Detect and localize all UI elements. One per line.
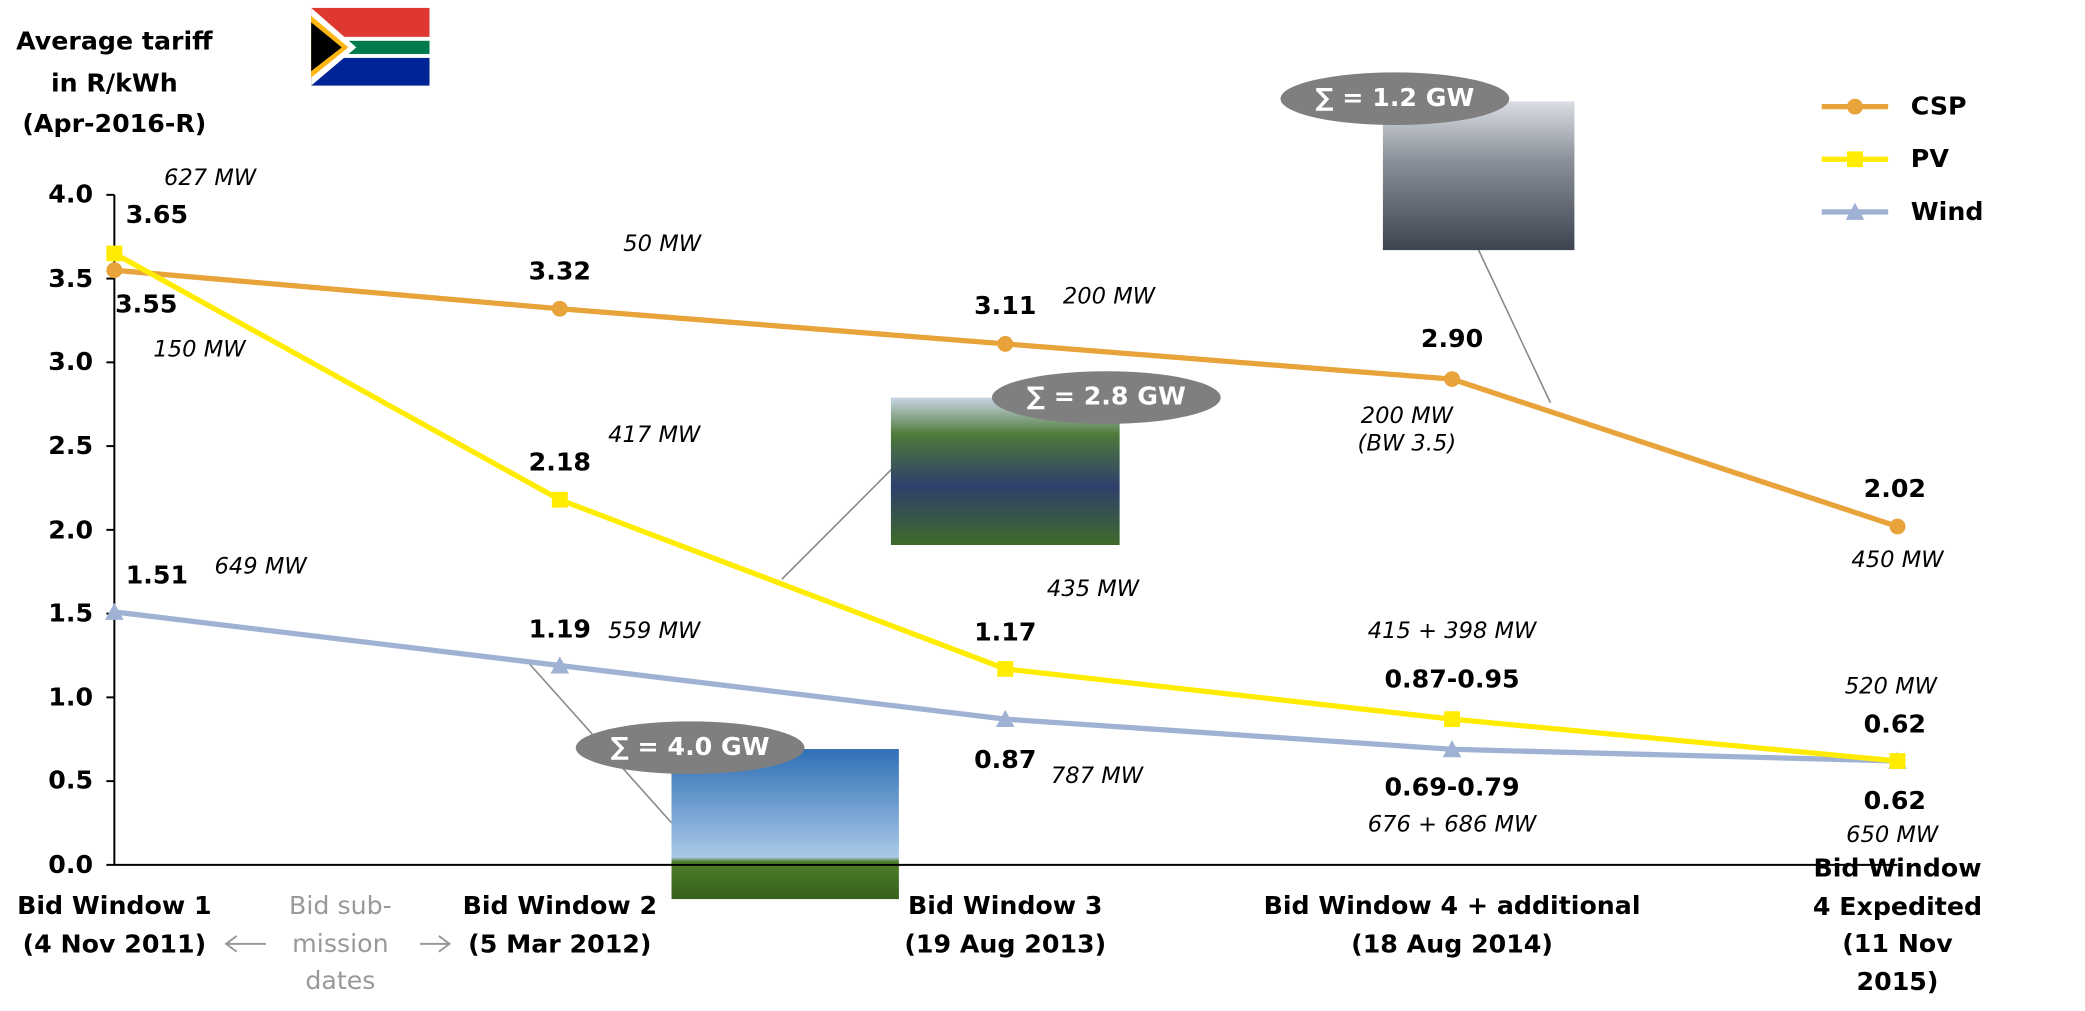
capacity-label: 650 MW <box>1846 822 1939 849</box>
capacity-label: 415 + 398 MW <box>1367 618 1537 645</box>
marker <box>1444 371 1461 387</box>
total-label: ∑ = 1.2 GW <box>1315 83 1475 113</box>
y-axis-label: Average tariff <box>16 26 213 56</box>
connector <box>781 466 895 580</box>
value-label: 0.62 <box>1863 786 1927 816</box>
marker <box>997 336 1014 352</box>
y-tick-label: 1.5 <box>48 599 94 629</box>
y-tick-label: 0.5 <box>48 766 94 796</box>
x-tick-label: Bid Window 2 (5 Mar 2012) <box>462 891 658 959</box>
value-label: 3.32 <box>528 257 591 287</box>
value-label: 0.87 <box>974 745 1037 775</box>
y-tick-label: 0.0 <box>48 850 94 880</box>
y-tick-label: 3.5 <box>48 264 94 294</box>
y-axis-label: (Apr-2016-R) <box>22 109 207 139</box>
legend-label: PV <box>1910 144 1949 174</box>
arrow <box>224 935 266 953</box>
value-label: 3.11 <box>974 291 1037 321</box>
arrow <box>420 935 452 953</box>
photo <box>1382 101 1575 251</box>
marker <box>550 656 570 674</box>
capacity-label: 435 MW <box>1046 576 1140 603</box>
x-tick-label: Bid Window 3 (19 Aug 2013) <box>904 891 1107 959</box>
x-tick-label: Bid Window 1 (4 Nov 2011) <box>17 891 212 959</box>
capacity-label: 450 MW <box>1851 547 1944 574</box>
capacity-label: 150 MW <box>153 336 246 363</box>
marker <box>1889 753 1906 769</box>
legend-label: Wind <box>1910 197 1984 227</box>
value-label: 2.18 <box>528 448 591 478</box>
marker <box>997 660 1014 677</box>
value-label: 0.62 <box>1863 710 1927 740</box>
total-label: ∑ = 2.8 GW <box>1026 382 1186 412</box>
flag <box>311 7 430 86</box>
capacity-label: 50 MW <box>623 231 702 258</box>
capacity-label: 520 MW <box>1844 673 1937 700</box>
marker <box>1889 518 1906 535</box>
marker <box>1442 740 1462 758</box>
capacity-label: 200 MW <box>1062 283 1156 311</box>
photo <box>671 749 899 900</box>
capacity-label: 559 MW <box>608 618 701 645</box>
connector <box>1477 249 1552 404</box>
y-tick-label: 4.0 <box>48 180 94 210</box>
value-label: 3.55 <box>115 290 178 320</box>
value-label: 3.65 <box>125 200 189 230</box>
capacity-label: 787 MW <box>1050 763 1144 790</box>
bubble <box>575 721 805 775</box>
marker <box>1444 711 1461 728</box>
y-axis-label: in R/kWh <box>50 68 178 98</box>
x-tick-label: Bid Window 4 + additional (18 Aug 2014) <box>1263 891 1641 959</box>
capacity-label: 417 MW <box>608 422 701 449</box>
value-label: 0.87-0.95 <box>1384 665 1520 695</box>
marker <box>106 245 123 262</box>
capacity-label: 676 + 686 MW <box>1367 811 1537 839</box>
legend-marker <box>1846 98 1863 115</box>
bubble <box>1280 72 1510 126</box>
marker <box>995 709 1015 728</box>
legend-marker <box>1846 151 1863 168</box>
value-label: 1.51 <box>125 561 189 591</box>
legend-label: CSP <box>1910 92 1967 122</box>
capacity-label: 627 MW <box>164 165 257 192</box>
marker <box>551 300 568 317</box>
y-tick-label: 3.0 <box>48 347 94 377</box>
bubble <box>991 371 1221 424</box>
y-tick-label: 2.5 <box>48 431 94 461</box>
value-label: 0.69-0.79 <box>1384 773 1520 803</box>
y-tick-label: 1.0 <box>48 682 94 712</box>
total-label: ∑ = 4.0 GW <box>610 732 770 762</box>
marker <box>551 491 568 508</box>
marker <box>105 602 124 620</box>
value-label: 2.90 <box>1420 324 1484 354</box>
x-tick-label: Bid Window 4 Expedited (11 Nov 2015) <box>1812 854 1983 996</box>
legend-marker <box>1845 202 1865 220</box>
capacity-label: 649 MW <box>214 553 307 581</box>
marker <box>106 262 123 279</box>
y-tick-label: 2.0 <box>48 515 94 545</box>
bid-note: Bid sub- mission dates <box>289 891 392 996</box>
value-label: 1.17 <box>974 617 1037 647</box>
value-label: 2.02 <box>1863 474 1927 504</box>
capacity-label: 200 MW (BW 3.5) <box>1357 403 1457 457</box>
value-label: 1.19 <box>528 615 591 645</box>
